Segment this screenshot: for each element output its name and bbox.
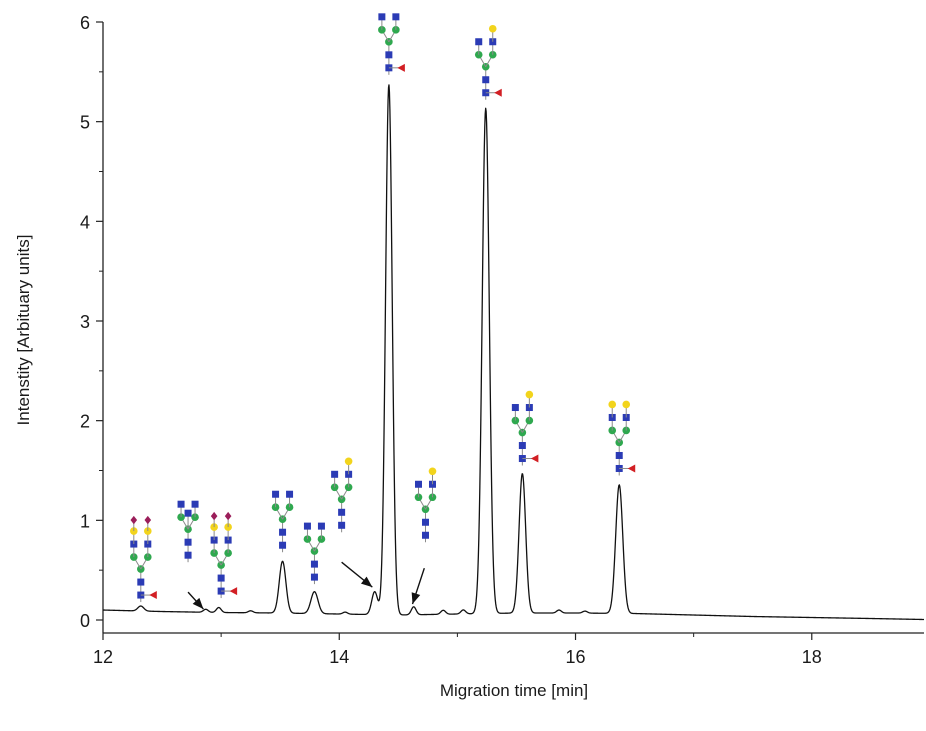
glycan-symbol	[279, 528, 287, 536]
glycan-symbol	[421, 518, 429, 526]
glycan-symbol	[385, 51, 393, 59]
y-tick-label: 3	[80, 312, 90, 332]
glycan-symbol	[271, 503, 280, 512]
glycan-structure-icon	[177, 500, 199, 563]
x-tick-label: 14	[329, 647, 349, 667]
glycan-symbol	[184, 509, 192, 517]
glycan-symbol	[530, 454, 539, 463]
glycan-symbol	[130, 515, 138, 525]
glycan-structure-icon	[511, 390, 539, 466]
electropherogram-trace	[102, 84, 925, 621]
glycan-symbol	[229, 587, 238, 596]
glycan-symbol	[475, 38, 483, 46]
glycan-symbol	[144, 515, 152, 525]
glycan-symbol	[285, 503, 294, 512]
glycan-structure-icon	[130, 515, 157, 603]
glycan-symbol	[414, 480, 422, 488]
glycan-symbol	[224, 511, 232, 521]
annotation-arrowhead	[360, 576, 373, 588]
glycan-symbol	[272, 490, 280, 498]
glycan-symbol	[137, 578, 145, 586]
glycan-symbol	[210, 511, 218, 521]
x-tick-label: 18	[802, 647, 822, 667]
glycan-symbol	[310, 560, 318, 568]
glycan-symbol	[331, 470, 339, 478]
glycan-symbol	[286, 490, 294, 498]
glycan-symbol	[482, 76, 490, 84]
x-tick-label: 12	[93, 647, 113, 667]
glycan-symbol	[397, 63, 405, 72]
y-tick-label: 4	[80, 212, 90, 232]
glycan-structure-icon	[271, 490, 294, 553]
glycan-symbol	[494, 88, 502, 97]
glycan-symbol	[344, 457, 353, 466]
glycan-symbol	[608, 400, 617, 409]
glycan-structure-icon	[210, 511, 238, 599]
glycan-symbol	[338, 508, 346, 516]
glycan-symbol	[428, 467, 437, 476]
glycan-symbol	[392, 13, 400, 21]
glycan-symbol	[525, 390, 534, 399]
glycan-symbol	[622, 400, 631, 409]
glycan-symbol	[317, 522, 325, 530]
glycan-symbol	[303, 522, 311, 530]
axes	[102, 22, 924, 634]
glycan-symbol	[511, 404, 519, 412]
glycan-structure-icon	[378, 13, 405, 75]
y-tick-label: 1	[80, 511, 90, 531]
glycan-symbol	[615, 451, 623, 459]
glycan-symbol	[488, 24, 497, 33]
x-tick-label: 16	[566, 647, 586, 667]
annotation-arrowhead	[192, 597, 204, 610]
glycan-symbol	[177, 500, 185, 508]
glycan-symbol	[149, 591, 157, 600]
y-tick-label: 5	[80, 113, 90, 133]
glycan-symbol	[627, 464, 636, 473]
glycan-structure-icon	[608, 400, 636, 476]
glycan-symbol	[421, 531, 429, 539]
glycan-symbol	[310, 573, 318, 581]
y-tick-label: 6	[80, 13, 90, 33]
glycan-symbol	[217, 574, 225, 582]
y-axis-title: Intenstity [Arbituary units]	[14, 235, 33, 426]
glycan-structure-icon	[414, 467, 437, 543]
glycan-symbol	[191, 500, 199, 508]
glycan-symbol	[338, 521, 346, 529]
y-tick-label: 0	[80, 611, 90, 631]
glycan-symbol	[378, 13, 386, 21]
annotation-arrowhead	[411, 592, 421, 605]
glycan-symbol	[279, 541, 287, 549]
glycan-structure-icon	[303, 522, 326, 585]
y-tick-label: 2	[80, 412, 90, 432]
glycan-annotations	[130, 13, 636, 610]
x-axis-title: Migration time [min]	[440, 681, 588, 700]
ticks	[96, 21, 813, 640]
glycan-symbol	[184, 538, 192, 546]
glycan-symbol	[518, 442, 526, 450]
glycan-structure-icon	[474, 24, 502, 100]
glycan-symbol	[184, 551, 192, 559]
glycan-structure-icon	[330, 457, 353, 533]
